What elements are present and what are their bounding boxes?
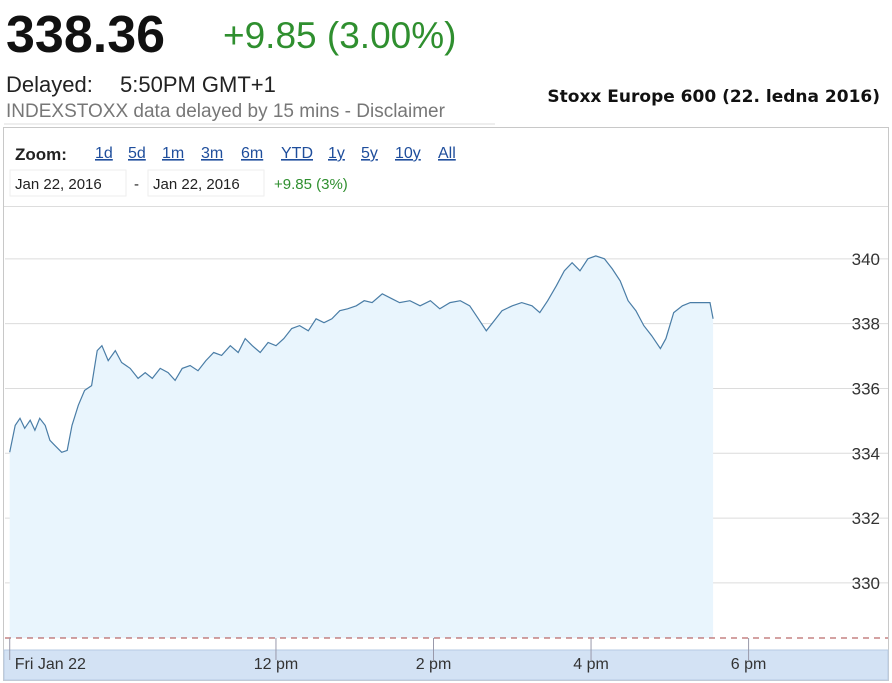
period-change: +9.85 (3%) [274,176,348,193]
date-separator: - [134,176,139,193]
x-axis-band [3,649,889,681]
zoom-option[interactable]: YTD [281,145,313,162]
zoom-label: Zoom: [15,145,67,164]
zoom-option[interactable]: 1m [162,145,184,162]
zoom-option[interactable]: 1d [95,145,113,162]
x-tick-label: Fri Jan 22 [15,656,86,673]
x-tick-label: 2 pm [416,656,452,673]
zoom-option[interactable]: 5d [128,145,146,162]
y-tick-label: 336 [852,379,880,398]
price-change: +9.85 (3.00%) [223,15,456,56]
zoom-option[interactable]: 3m [201,145,223,162]
area-fill [9,255,714,638]
quote-time: 5:50PM GMT+1 [120,72,276,97]
zoom-option[interactable]: 1y [328,145,345,162]
chart-title: Stoxx Europe 600 (22. ledna 2016) [547,87,880,107]
from-date-box[interactable] [9,169,127,197]
y-tick-label: 332 [852,509,880,528]
y-tick-label: 340 [852,250,880,269]
from-date[interactable]: Jan 22, 2016 [15,176,102,193]
zoom-option[interactable]: 5y [361,145,378,162]
y-tick-label: 330 [852,574,880,593]
x-tick-label: 12 pm [254,656,298,673]
delayed-label: Delayed: [6,72,93,97]
to-date-box[interactable] [147,169,265,197]
zoom-option[interactable]: All [438,145,456,162]
plot: 330 332 334 336 338 340 Fri Jan 22 12 pm 2 pm 4 p… [5,250,888,673]
y-tick-label: 338 [852,315,880,334]
to-date[interactable]: Jan 22, 2016 [153,176,240,193]
zoom-option[interactable]: 6m [241,145,263,162]
zoom-options: 1d 5d 1m 3m 6m YTD 1y 5y 10y All [95,145,456,162]
delay-note: INDEXSTOXX data delayed by 15 mins - Dis… [6,101,446,122]
x-tick-label: 4 pm [573,656,609,673]
price-line [9,255,714,453]
zoom-option[interactable]: 10y [395,145,421,162]
x-tick-label: 6 pm [731,656,767,673]
y-tick-label: 334 [852,444,880,463]
price: 338.36 [6,6,165,64]
